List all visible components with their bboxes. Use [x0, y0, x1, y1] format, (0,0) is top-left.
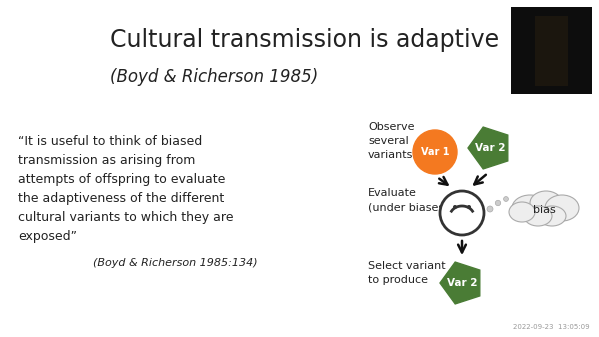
Circle shape — [495, 200, 501, 206]
Ellipse shape — [530, 191, 562, 215]
Polygon shape — [440, 262, 480, 304]
Text: bias: bias — [533, 205, 555, 215]
Text: Var 2: Var 2 — [447, 278, 477, 288]
Text: (Boyd & Richerson 1985): (Boyd & Richerson 1985) — [110, 68, 318, 86]
Text: Observe
several
variants: Observe several variants — [368, 122, 415, 160]
Circle shape — [487, 206, 493, 212]
Ellipse shape — [545, 195, 579, 221]
Ellipse shape — [538, 206, 566, 226]
Circle shape — [440, 191, 484, 235]
Ellipse shape — [509, 202, 535, 222]
Ellipse shape — [524, 206, 552, 226]
Text: Evaluate
(under biases): Evaluate (under biases) — [368, 188, 449, 212]
Circle shape — [413, 130, 457, 174]
Ellipse shape — [512, 195, 548, 221]
Text: “It is useful to think of biased
transmission as arising from
attempts of offspr: “It is useful to think of biased transmi… — [18, 135, 234, 243]
Text: 2022-09-23  13:05:09: 2022-09-23 13:05:09 — [513, 324, 590, 330]
Text: (Boyd & Richerson 1985:134): (Boyd & Richerson 1985:134) — [93, 258, 258, 268]
Polygon shape — [468, 127, 508, 169]
Text: Var 2: Var 2 — [475, 143, 505, 153]
Circle shape — [467, 205, 471, 209]
Text: Var 1: Var 1 — [420, 147, 449, 157]
Text: Select variant
to produce: Select variant to produce — [368, 261, 446, 285]
Circle shape — [453, 205, 457, 209]
Bar — [536, 16, 568, 86]
Circle shape — [504, 196, 509, 202]
Text: Cultural transmission is adaptive: Cultural transmission is adaptive — [110, 28, 499, 52]
